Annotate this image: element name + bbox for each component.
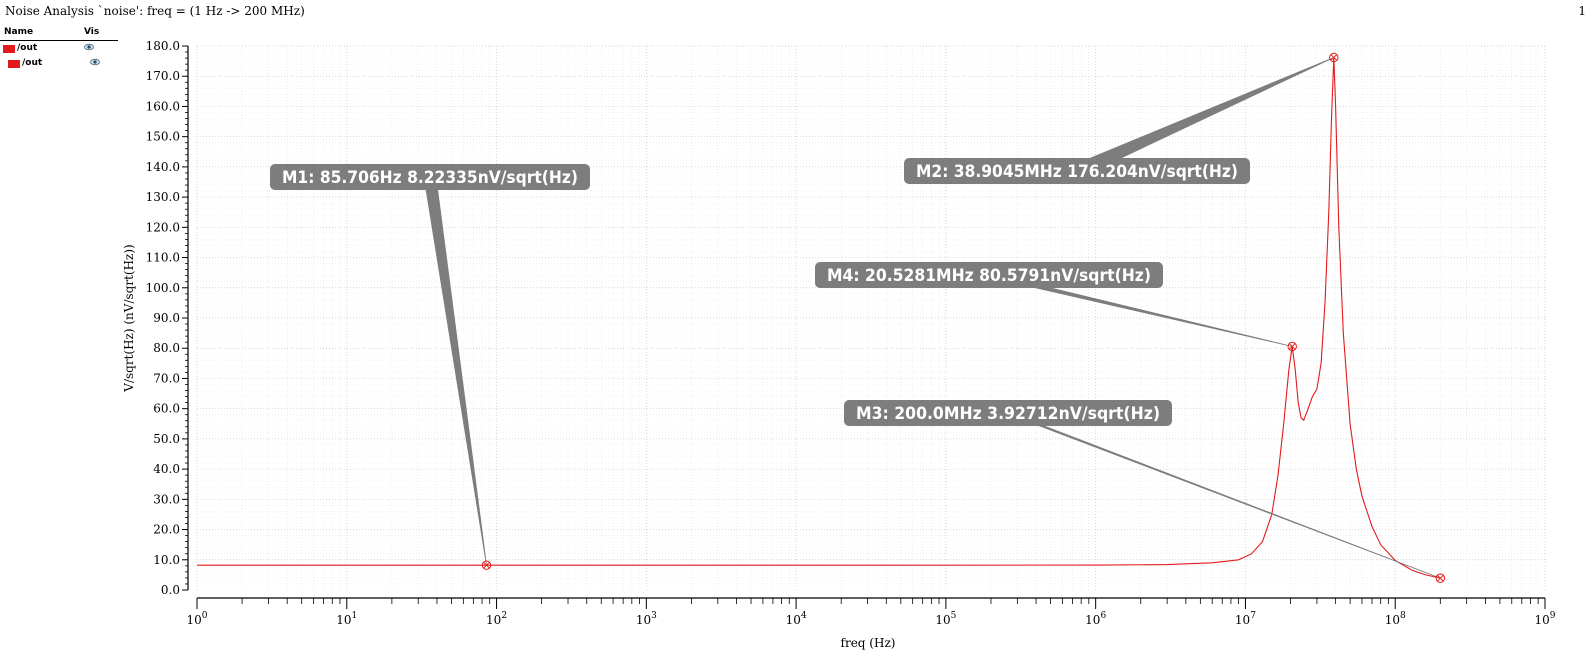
y-tick-label: 60.0 (153, 402, 180, 416)
x-tick-exponent: 5 (951, 611, 957, 621)
grid (196, 45, 1546, 590)
marker-cross (1436, 574, 1444, 582)
x-tick-label: 108 (1385, 611, 1406, 627)
y-axis-label: V/sqrt(Hz) (nV/sqrt(Hz)) (122, 244, 136, 392)
x-tick-label: 104 (786, 611, 807, 627)
x-tick-label: 106 (1085, 611, 1106, 627)
y-tick-label: 140.0 (146, 160, 180, 174)
legend-item[interactable]: /out (0, 41, 118, 56)
y-tick-label: 70.0 (153, 371, 180, 385)
marker-callout-box (815, 262, 1163, 288)
marker-callout-label: M2: 38.9045MHz 176.204nV/sqrt(Hz) (916, 162, 1238, 182)
marker-leader-line (423, 176, 487, 566)
x-tick-exponent: 1 (352, 611, 358, 621)
visibility-eye-icon[interactable] (90, 58, 100, 66)
x-tick-exponent: 7 (1250, 611, 1256, 621)
marker-m4[interactable]: M4: 20.5281MHz 80.5791nV/sqrt(Hz) (815, 262, 1297, 352)
marker-point (481, 560, 492, 570)
legend-swatch (3, 45, 15, 53)
legend-vis-header: Vis (84, 27, 100, 37)
marker-callout-label: M3: 200.0MHz 3.92712nV/sqrt(Hz) (856, 404, 1160, 424)
x-tick-label: 102 (486, 611, 507, 627)
x-tick-label: 107 (1235, 611, 1256, 627)
y-tick-label: 90.0 (153, 311, 180, 325)
x-tick-label: 103 (636, 611, 657, 627)
marker-point (1329, 52, 1339, 63)
legend-item[interactable]: /out (0, 56, 118, 71)
x-tick-exponent: 0 (202, 611, 208, 621)
marker-callout-label: M4: 20.5281MHz 80.5791nV/sqrt(Hz) (827, 266, 1151, 286)
y-tick-label: 170.0 (146, 69, 180, 83)
chart-title: Noise Analysis `noise': freq = (1 Hz -> … (5, 4, 305, 18)
y-tick-label: 40.0 (153, 462, 180, 476)
y-tick-label: 160.0 (146, 99, 180, 113)
marker-leader-line (1068, 57, 1334, 176)
marker-callout-box (904, 158, 1250, 184)
legend-swatch (8, 60, 20, 68)
page-number: 1 (1578, 4, 1586, 18)
y-tick-label: 120.0 (146, 220, 180, 234)
noise-curve (197, 57, 1441, 579)
x-tick-exponent: 3 (651, 611, 657, 621)
marker-leader-line (999, 408, 1441, 579)
x-tick-exponent: 9 (1550, 611, 1556, 621)
y-tick-label: 180.0 (146, 39, 180, 53)
x-tick-exponent: 8 (1400, 611, 1406, 621)
y-tick-label: 20.0 (153, 523, 180, 537)
legend-name-header: Name (4, 27, 34, 37)
y-tick-label: 110.0 (146, 251, 180, 265)
marker-cross (483, 561, 490, 569)
y-tick-label: 80.0 (153, 341, 180, 355)
legend-header: Name Vis (0, 26, 118, 41)
visibility-eye-icon[interactable] (84, 43, 94, 51)
y-tick-label: 0.0 (161, 583, 180, 597)
x-tick-exponent: 4 (801, 611, 807, 621)
x-tick-label: 100 (186, 611, 207, 627)
marker-point (1435, 573, 1446, 583)
marker-m1[interactable]: M1: 85.706Hz 8.22335nV/sqrt(Hz) (270, 164, 590, 570)
y-tick-label: 130.0 (146, 190, 180, 204)
marker-m2[interactable]: M2: 38.9045MHz 176.204nV/sqrt(Hz) (904, 52, 1339, 184)
marker-callout-box (844, 400, 1172, 426)
x-tick-label: 101 (336, 611, 357, 627)
marker-cross (1288, 343, 1296, 350)
marker-cross (1330, 54, 1338, 61)
y-tick-label: 50.0 (153, 432, 180, 446)
legend-panel: Name Vis /out /out (0, 26, 118, 71)
marker-point (1287, 341, 1297, 352)
y-tick-label: 30.0 (153, 492, 180, 506)
x-tick-exponent: 6 (1100, 611, 1106, 621)
y-tick-label: 100.0 (146, 281, 180, 295)
legend-item-label: /out (22, 58, 43, 68)
x-tick-label: 109 (1534, 611, 1555, 627)
legend-item-label: /out (17, 43, 38, 53)
marker-callout-label: M1: 85.706Hz 8.22335nV/sqrt(Hz) (282, 168, 578, 188)
x-axis-label: freq (Hz) (841, 636, 896, 650)
marker-m3[interactable]: M3: 200.0MHz 3.92712nV/sqrt(Hz) (844, 400, 1446, 583)
y-tick-label: 10.0 (153, 553, 180, 567)
x-tick-exponent: 2 (501, 611, 507, 621)
x-tick-label: 105 (935, 611, 956, 627)
y-tick-label: 150.0 (146, 130, 180, 144)
marker-callout-box (270, 164, 590, 190)
